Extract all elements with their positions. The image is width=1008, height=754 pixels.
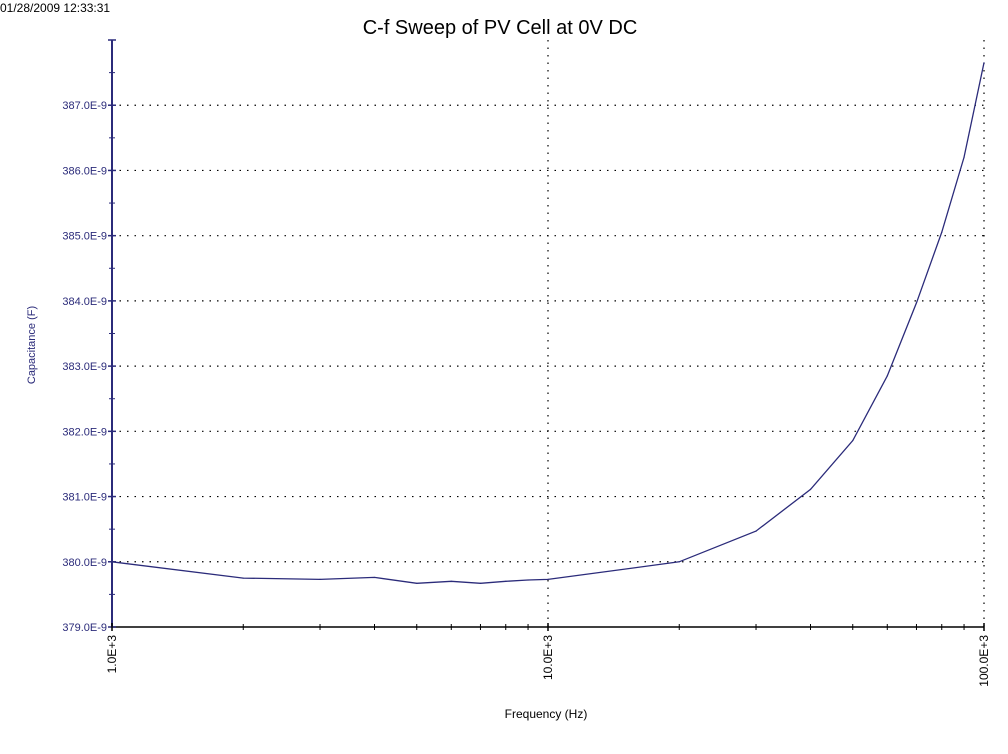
data-point bbox=[479, 582, 482, 584]
data-point bbox=[678, 561, 680, 563]
x-tick-label: 10.0E+3 bbox=[541, 635, 555, 680]
data-point bbox=[983, 62, 985, 64]
y-tick-label: 383.0E-9 bbox=[62, 361, 107, 373]
y-tick-label: 382.0E-9 bbox=[62, 426, 107, 438]
y-tick-label: 379.0E-9 bbox=[62, 622, 107, 634]
data-point bbox=[941, 231, 943, 234]
data-point bbox=[755, 530, 757, 532]
data-point bbox=[450, 580, 452, 582]
chart-title: C-f Sweep of PV Cell at 0V DC bbox=[363, 17, 638, 39]
data-point bbox=[852, 439, 854, 442]
x-axis-label: Frequency (Hz) bbox=[505, 707, 588, 721]
y-tick-label: 384.0E-9 bbox=[62, 296, 107, 308]
data-point bbox=[915, 302, 918, 304]
x-tick-label: 100.0E+3 bbox=[977, 635, 991, 687]
data-point bbox=[242, 577, 244, 579]
y-tick-label: 386.0E-9 bbox=[62, 165, 107, 177]
y-tick-label: 381.0E-9 bbox=[62, 492, 107, 504]
timestamp: 01/28/2009 12:33:31 bbox=[0, 1, 111, 15]
data-point bbox=[886, 375, 888, 377]
data-point bbox=[373, 576, 376, 579]
data-point bbox=[111, 561, 113, 563]
y-axis-label: Capacitance (F) bbox=[26, 306, 38, 384]
data-point bbox=[963, 156, 965, 158]
y-tick-label: 385.0E-9 bbox=[62, 231, 107, 243]
y-tick-label: 387.0E-9 bbox=[62, 100, 107, 112]
x-tick-label: 1.0E+3 bbox=[105, 635, 119, 674]
data-point bbox=[527, 579, 529, 581]
data-point bbox=[547, 578, 549, 580]
data-point bbox=[416, 582, 418, 584]
data-point bbox=[505, 580, 507, 582]
y-tick-label: 380.0E-9 bbox=[62, 557, 107, 569]
data-point bbox=[809, 488, 812, 490]
data-point bbox=[319, 578, 321, 580]
